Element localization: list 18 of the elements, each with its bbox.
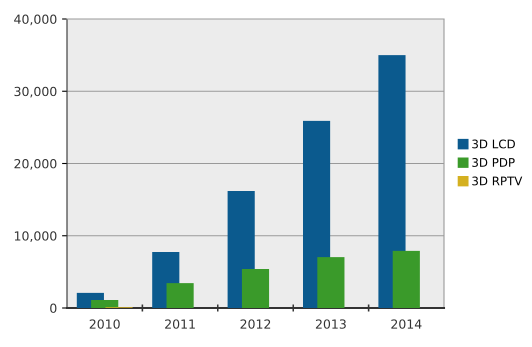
x-tick-label: 2010: [90, 319, 120, 329]
bar: [166, 283, 194, 308]
legend-label: 3D LCD: [472, 139, 515, 148]
legend-label: 3D RPTV: [472, 176, 522, 186]
y-tick-label: 20,000: [14, 158, 56, 170]
bar: [392, 250, 420, 308]
bar: [242, 268, 270, 308]
x-tick-label: 2013: [316, 319, 346, 329]
y-tick-label: 10,000: [14, 231, 56, 242]
y-tick-label: 30,000: [14, 86, 56, 98]
bar: [91, 300, 118, 308]
x-tick-label: 2012: [240, 319, 270, 329]
x-tick-label: 2011: [165, 319, 195, 329]
bar: [317, 257, 344, 308]
y-tick-label: 0: [50, 303, 56, 313]
y-tick-label: 40,000: [14, 14, 56, 26]
legend-label: 3D PDP: [472, 158, 515, 167]
x-tick-label: 2014: [391, 319, 422, 329]
